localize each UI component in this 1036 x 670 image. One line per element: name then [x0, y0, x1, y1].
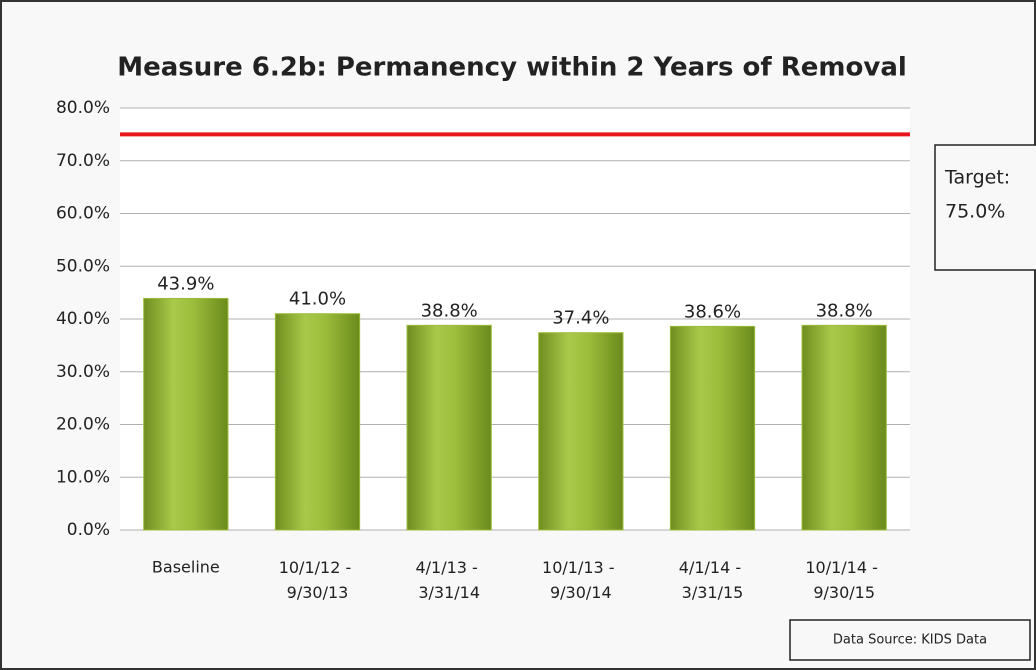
- target-title: Target:: [944, 167, 1010, 189]
- x-tick-label: 10/1/12 - 9/30/13: [279, 558, 357, 602]
- x-tick-label: 4/1/14 - 3/31/15: [679, 558, 746, 602]
- y-tick-label: 40.0%: [56, 309, 110, 329]
- y-tick-label: 70.0%: [56, 151, 110, 171]
- x-tick-label: 4/1/13 - 3/31/14: [415, 558, 482, 602]
- y-tick-label: 80.0%: [56, 98, 110, 118]
- source-note: Data Source: KIDS Data: [833, 633, 987, 648]
- value-label: 38.8%: [816, 300, 873, 321]
- bar: [669, 325, 756, 531]
- source-box: [789, 619, 1031, 661]
- bar: [274, 313, 361, 531]
- bar: [538, 332, 624, 531]
- bar: [801, 324, 887, 531]
- bar: [406, 324, 492, 531]
- value-label: 41.0%: [289, 289, 346, 310]
- value-label: 37.4%: [552, 308, 609, 329]
- x-tick-label: Baseline: [152, 558, 220, 577]
- y-tick-label: 30.0%: [56, 362, 110, 382]
- x-tick-label: 10/1/14 - 9/30/15: [805, 558, 883, 602]
- y-tick-label: 0.0%: [67, 520, 110, 540]
- y-tick-label: 10.0%: [56, 467, 110, 487]
- target-label: 75.0%: [945, 201, 1005, 223]
- bar: [143, 297, 229, 531]
- value-label: 38.8%: [421, 300, 478, 321]
- x-tick-label: 10/1/13 - 9/30/14: [542, 558, 620, 602]
- value-label: 43.9%: [157, 273, 214, 294]
- y-tick-label: 50.0%: [56, 256, 110, 276]
- y-tick-label: 60.0%: [56, 204, 110, 224]
- chart-title: Measure 6.2b: Permanency within 2 Years …: [117, 53, 907, 83]
- target-box: [934, 144, 1036, 271]
- y-tick-label: 20.0%: [56, 415, 110, 435]
- value-label: 38.6%: [684, 301, 741, 322]
